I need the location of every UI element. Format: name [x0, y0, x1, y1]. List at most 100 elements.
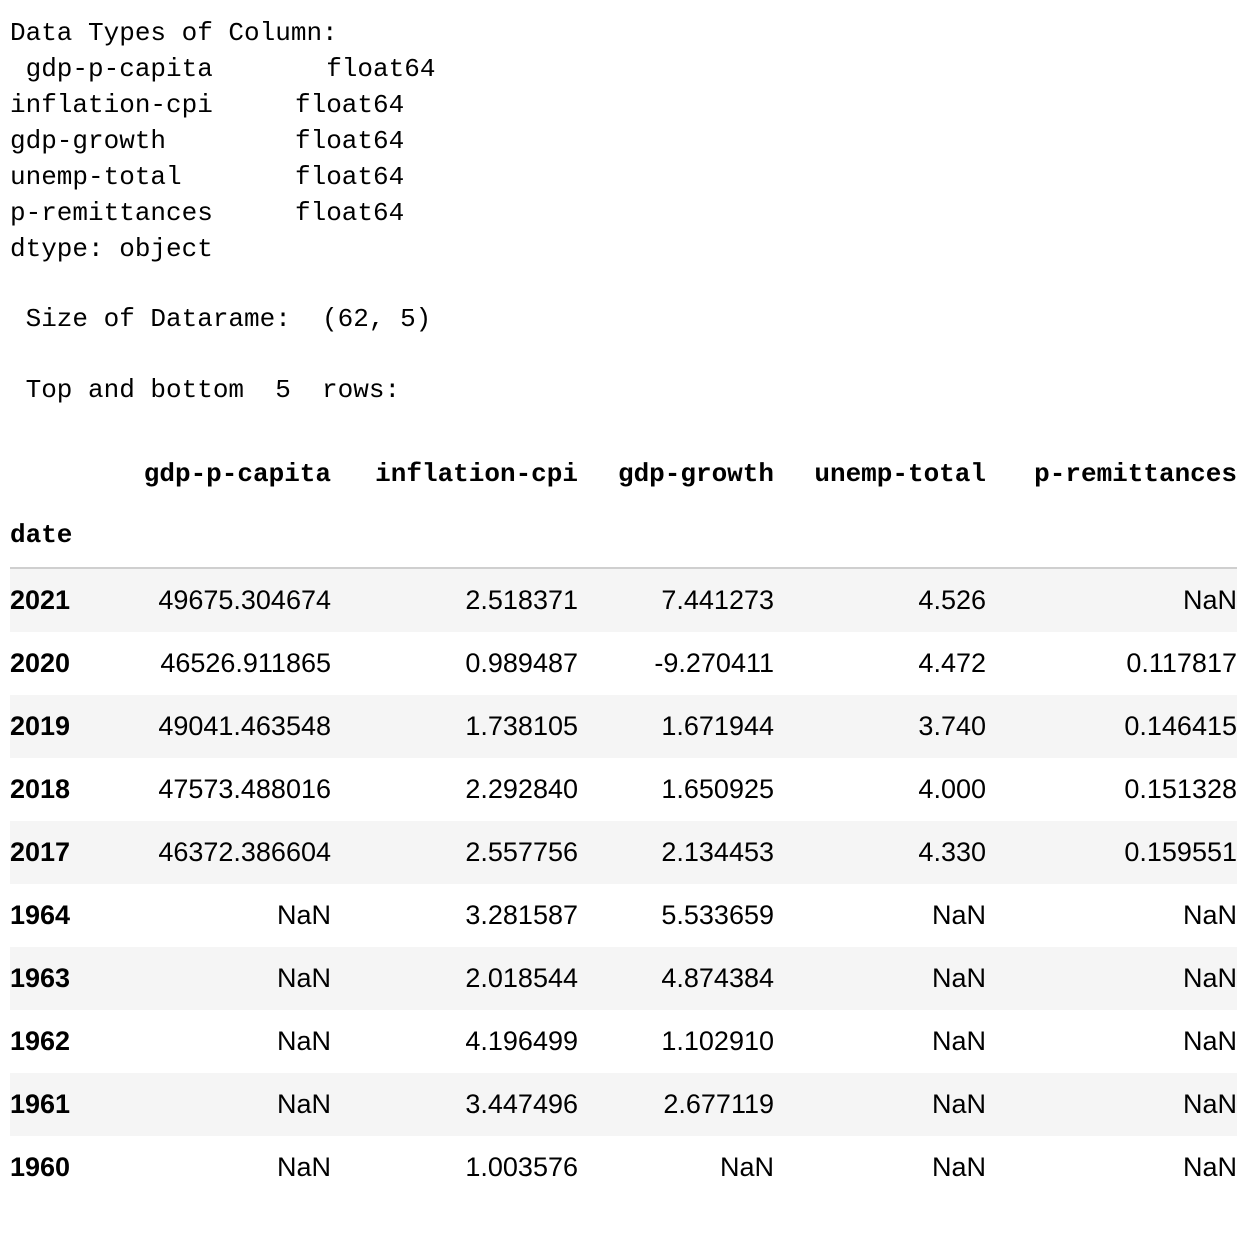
- dtype-column-type: float64: [295, 90, 405, 120]
- table-cell: 0.151328: [1124, 774, 1237, 804]
- table-cell: 1.738105: [465, 711, 578, 741]
- table-cell: NaN: [1182, 1026, 1237, 1056]
- table-cell: 46372.386604: [158, 837, 331, 867]
- table-cell: 1.671944: [661, 711, 774, 741]
- table-cell: 0.159551: [1124, 837, 1237, 867]
- table-cell: 3.447496: [465, 1089, 578, 1119]
- table-cell: 2.677119: [663, 1089, 774, 1119]
- dtype-footer: dtype: object: [10, 234, 213, 264]
- table-cell: NaN: [719, 1152, 774, 1182]
- table-cell: NaN: [1182, 1152, 1237, 1182]
- table-row: 1963 NaN 2.018544 4.874384 NaN NaN: [10, 947, 1237, 1010]
- table-cell: 2.557756: [465, 837, 578, 867]
- table-row: 2017 46372.386604 2.557756 2.134453 4.33…: [10, 821, 1237, 884]
- row-index: 2020: [10, 648, 71, 678]
- index-name-row: date: [10, 503, 1237, 569]
- table-cell: NaN: [276, 1026, 331, 1056]
- table-cell: NaN: [931, 900, 986, 930]
- dtype-row: gdp-growth float64: [10, 123, 435, 159]
- table-cell: 4.330: [918, 837, 986, 867]
- row-index: 1964: [10, 900, 71, 930]
- dtype-column-type: float64: [295, 126, 405, 156]
- table-cell: 2.134453: [661, 837, 774, 867]
- column-header: gdp-p-capita: [143, 459, 331, 489]
- table-cell: NaN: [276, 963, 331, 993]
- dtype-column-type: float64: [295, 198, 405, 228]
- row-index: 1960: [10, 1152, 71, 1182]
- table-row: 2021 49675.304674 2.518371 7.441273 4.52…: [10, 568, 1237, 632]
- table-cell: NaN: [931, 1026, 986, 1056]
- table-row: 1960 NaN 1.003576 NaN NaN NaN: [10, 1136, 1237, 1199]
- table-cell: 47573.488016: [158, 774, 331, 804]
- dtype-column-name: unemp-total: [10, 162, 182, 192]
- dtype-column-name: p-remittances: [10, 198, 213, 228]
- table-cell: 4.472: [918, 648, 986, 678]
- row-index: 2021: [10, 585, 71, 615]
- empty-header-cell: [774, 503, 986, 569]
- dataframe-size-text: Size of Datarame: (62, 5): [10, 304, 432, 334]
- table-cell: 0.117817: [1126, 648, 1237, 678]
- table-cell: NaN: [276, 900, 331, 930]
- table-cell: 1.102910: [661, 1026, 774, 1056]
- table-cell: 49041.463548: [158, 711, 331, 741]
- column-header: p-remittances: [1034, 459, 1237, 489]
- table-cell: 4.874384: [661, 963, 774, 993]
- table-cell: NaN: [931, 1089, 986, 1119]
- table-row: 2019 49041.463548 1.738105 1.671944 3.74…: [10, 695, 1237, 758]
- table-corner-cell: [10, 445, 106, 503]
- table-cell: NaN: [931, 963, 986, 993]
- table-cell: 1.650925: [661, 774, 774, 804]
- column-header: unemp-total: [814, 459, 986, 489]
- row-index: 2017: [10, 837, 71, 867]
- table-cell: 1.003576: [465, 1152, 578, 1182]
- table-row: 1964 NaN 3.281587 5.533659 NaN NaN: [10, 884, 1237, 947]
- empty-header-cell: [986, 503, 1237, 569]
- row-index: 1962: [10, 1026, 71, 1056]
- table-cell: NaN: [276, 1152, 331, 1182]
- column-header: inflation-cpi: [375, 459, 578, 489]
- table-cell: NaN: [1182, 963, 1237, 993]
- table-cell: NaN: [1182, 1089, 1237, 1119]
- table-row: 1962 NaN 4.196499 1.102910 NaN NaN: [10, 1010, 1237, 1073]
- table-cell: NaN: [276, 1089, 331, 1119]
- table-cell: NaN: [931, 1152, 986, 1182]
- empty-header-cell: [331, 503, 578, 569]
- empty-header-cell: [106, 503, 331, 569]
- dtype-row: gdp-p-capita float64: [10, 51, 436, 87]
- dtype-column-type: float64: [295, 162, 405, 192]
- table-cell: 3.281587: [465, 900, 578, 930]
- table-header-row: gdp-p-capita inflation-cpi gdp-growth un…: [10, 445, 1237, 503]
- table-cell: NaN: [1182, 585, 1237, 615]
- dataframe-table: gdp-p-capita inflation-cpi gdp-growth un…: [10, 445, 1237, 1199]
- dtype-column-name: inflation-cpi: [10, 90, 213, 120]
- dtype-row: p-remittances float64: [10, 195, 435, 231]
- empty-header-cell: [578, 503, 774, 569]
- top-bottom-rows-text: Top and bottom 5 rows:: [10, 375, 401, 405]
- table-cell: 46526.911865: [160, 648, 331, 678]
- table-cell: 5.533659: [661, 900, 774, 930]
- table-cell: 0.146415: [1124, 711, 1237, 741]
- table-row: 2020 46526.911865 0.989487 -9.270411 4.4…: [10, 632, 1237, 695]
- row-index: 2019: [10, 711, 71, 741]
- table-cell: 49675.304674: [158, 585, 331, 615]
- table-cell: 2.518371: [465, 585, 578, 615]
- table-cell: 4.526: [918, 585, 986, 615]
- table-cell: 2.018544: [465, 963, 578, 993]
- table-cell: 3.740: [918, 711, 986, 741]
- table-cell: -9.270411: [654, 648, 774, 678]
- row-index: 2018: [10, 774, 71, 804]
- dtype-output: Data Types of Column: gdp-p-capita float…: [10, 15, 435, 267]
- dtype-column-type: float64: [295, 54, 436, 84]
- table-cell: 2.292840: [465, 774, 578, 804]
- table-row: 1961 NaN 3.447496 2.677119 NaN NaN: [10, 1073, 1237, 1136]
- table-cell: 7.441273: [661, 585, 774, 615]
- row-index: 1963: [10, 963, 71, 993]
- column-header: gdp-growth: [617, 459, 774, 489]
- table-cell: 4.196499: [465, 1026, 578, 1056]
- dtype-row: unemp-total float64: [10, 159, 435, 195]
- dtype-row: inflation-cpi float64: [10, 87, 435, 123]
- dtype-column-name: gdp-p-capita: [10, 54, 213, 84]
- dtype-header: Data Types of Column:: [10, 18, 338, 48]
- row-index: 1961: [10, 1089, 71, 1119]
- index-name: date: [10, 503, 106, 569]
